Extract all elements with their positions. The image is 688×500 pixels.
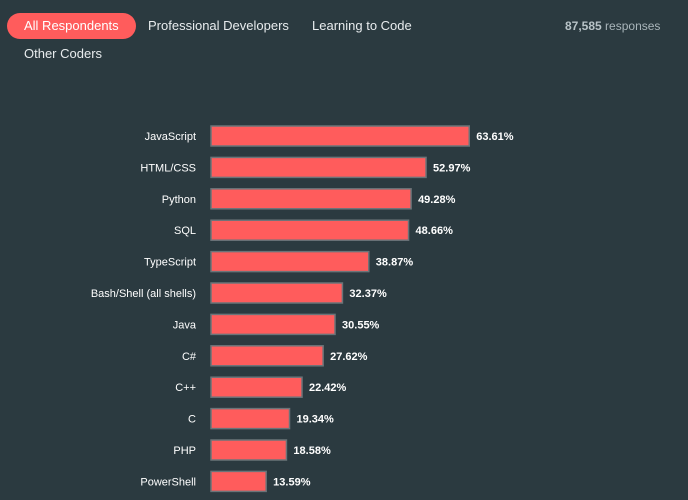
category-label-c: C — [188, 414, 196, 426]
responses-suffix: responses — [605, 19, 661, 33]
responses-count: 87,585 responses — [565, 19, 660, 33]
bar-powershell[interactable] — [210, 470, 267, 493]
bar-javascript[interactable] — [210, 125, 471, 147]
category-label-html-css: HTML/CSS — [140, 162, 196, 174]
value-label-java: 30.55% — [342, 319, 380, 331]
value-label-php: 18.58% — [293, 445, 331, 457]
value-label-javascript: 63.61% — [476, 131, 514, 143]
tab-other-coders[interactable]: Other Coders — [24, 46, 103, 61]
category-label-bash-shell-all-shells: Bash/Shell (all shells) — [91, 288, 196, 300]
category-label-python: Python — [162, 194, 196, 206]
category-label-c: C++ — [175, 382, 196, 394]
category-label-typescript: TypeScript — [144, 257, 196, 269]
value-label-python: 49.28% — [418, 194, 456, 206]
tab-learning-to-code[interactable]: Learning to Code — [312, 18, 412, 33]
category-label-sql: SQL — [174, 225, 196, 237]
responses-number: 87,585 — [565, 19, 602, 33]
category-label-java: Java — [173, 319, 197, 331]
bar-c[interactable] — [210, 376, 303, 398]
bar-python[interactable] — [210, 188, 412, 210]
bar-typescript[interactable] — [210, 250, 370, 273]
value-label-c: 19.34% — [297, 414, 335, 426]
category-label-c: C# — [182, 351, 197, 363]
value-label-powershell: 13.59% — [273, 476, 311, 488]
bar-bash-shell-all-shells[interactable] — [210, 282, 344, 304]
value-label-sql: 48.66% — [416, 225, 454, 237]
category-label-powershell: PowerShell — [140, 476, 196, 488]
category-label-php: PHP — [173, 445, 196, 457]
bar-c[interactable] — [210, 407, 291, 430]
segment-tabs: All Respondents Professional Developers … — [0, 0, 688, 70]
bar-html-css[interactable] — [210, 156, 427, 179]
bar-php[interactable] — [210, 439, 288, 461]
value-label-html-css: 52.97% — [433, 162, 471, 174]
value-label-c: 27.62% — [330, 351, 368, 363]
value-label-c: 22.42% — [309, 382, 347, 394]
tab-all-respondents[interactable]: All Respondents — [7, 13, 136, 39]
bar-java[interactable] — [210, 313, 336, 336]
value-label-bash-shell-all-shells: 32.37% — [349, 288, 387, 300]
category-label-javascript: JavaScript — [145, 131, 196, 143]
value-label-typescript: 38.87% — [376, 257, 414, 269]
bar-sql[interactable] — [210, 219, 410, 241]
bar-c[interactable] — [210, 345, 324, 367]
tab-professional-developers[interactable]: Professional Developers — [148, 18, 289, 33]
